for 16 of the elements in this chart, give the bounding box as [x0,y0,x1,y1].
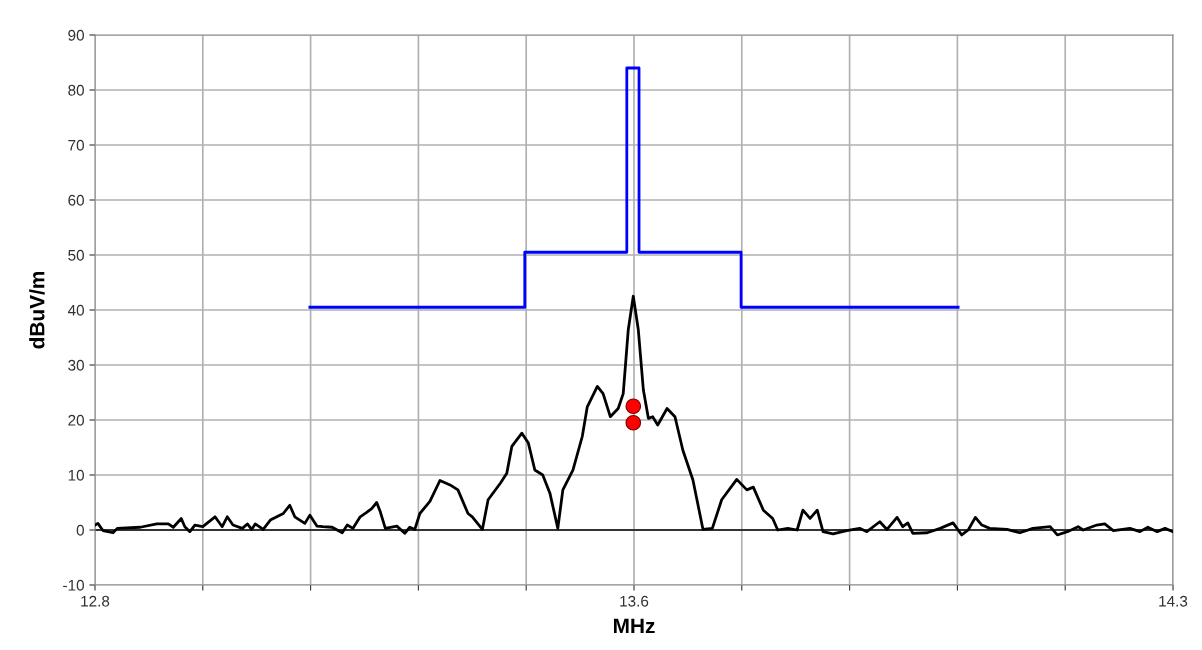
y-tick-label: 80 [68,84,84,96]
y-tick-label: 40 [67,304,84,316]
y-tick-label: -10 [63,579,84,591]
y-tick-label: 70 [68,139,84,151]
y-tick-label: 20 [68,414,84,426]
y-tick-label: 90 [68,29,84,41]
y-tick-label: 10 [68,469,84,481]
x-tick-label: 12.8 [81,595,110,607]
y-tick-label: 50 [68,249,84,261]
x-axis-title: MHz [613,618,655,634]
x-tick-label: 14.3 [1159,595,1188,607]
y-tick-label: 60 [68,194,84,206]
x-tick-label: 13.6 [620,595,649,607]
y-tick-label: 30 [68,359,84,371]
y-tick-label: 0 [76,524,84,536]
y-axis-title: dBuV/m [29,271,45,349]
